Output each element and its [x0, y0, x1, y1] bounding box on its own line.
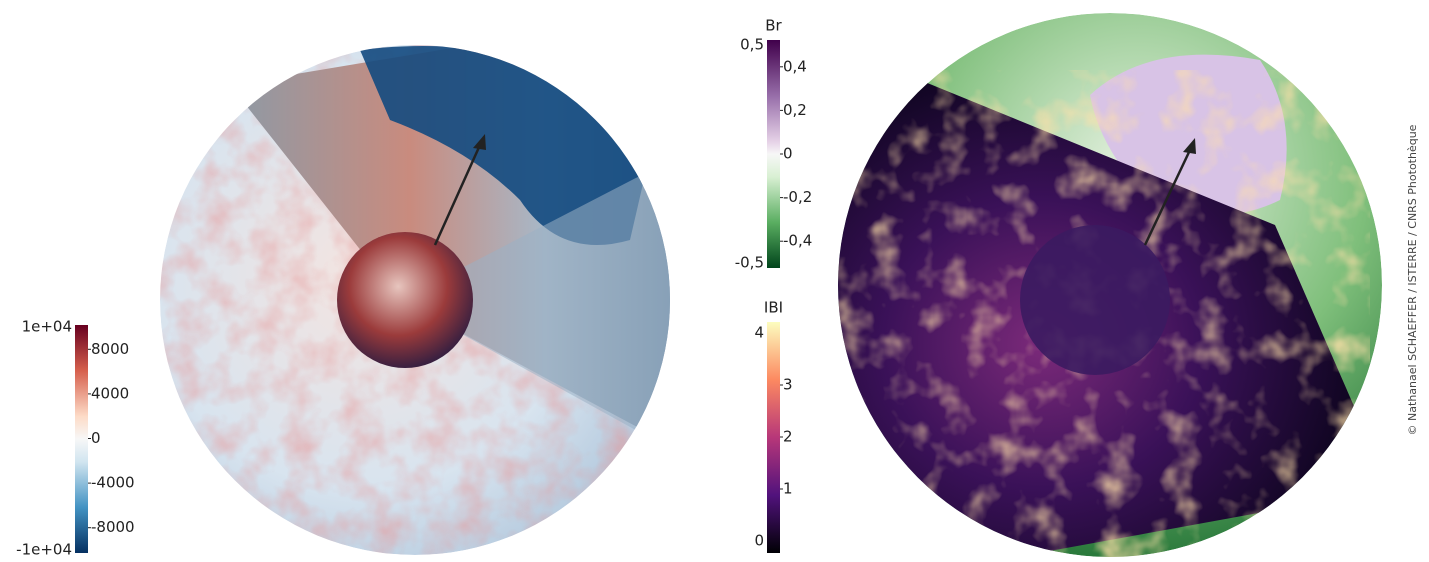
colorbar-limit-label: 1e+04: [22, 318, 72, 336]
tick-label: 0: [783, 145, 793, 163]
colorbar-limit-label: 4: [754, 324, 764, 342]
tick-label: 4000: [91, 384, 129, 402]
colorbar-limit-label: 0: [754, 532, 764, 550]
colorbar-limit-label: 0,5: [740, 36, 764, 54]
tick-label: -8000: [91, 518, 135, 536]
tick-label: 8000: [91, 340, 129, 358]
tick-label: 3: [783, 376, 793, 394]
colorbar-title: IBI: [764, 299, 783, 317]
left-sphere: [160, 40, 690, 555]
photo-credit: © Nathanael SCHAEFFER / ISTERRE / CNRS P…: [1406, 124, 1419, 435]
figure: -1e+04 1e+04 8000 4000 0 -4000 -8000 Br -0,5 0,5 0…: [0, 0, 1429, 562]
tick-label: -0,4: [783, 232, 812, 250]
tick-label: -0,2: [783, 188, 812, 206]
colorbar: [767, 40, 780, 268]
tick-label: 1: [783, 480, 793, 498]
colorbar-title: Br: [765, 17, 782, 35]
colorbar: [767, 322, 780, 553]
tick-label: 0,2: [783, 101, 807, 119]
colorbar-limit-label: -0,5: [735, 254, 764, 272]
tick-label: 2: [783, 428, 793, 446]
right-sphere: [830, 13, 1382, 562]
colorbar: [75, 325, 88, 553]
tick-label: 0: [91, 429, 101, 447]
tick-label: 0,4: [783, 57, 807, 75]
tick-label: -4000: [91, 474, 135, 492]
colorbar-limit-label: -1e+04: [16, 541, 72, 559]
